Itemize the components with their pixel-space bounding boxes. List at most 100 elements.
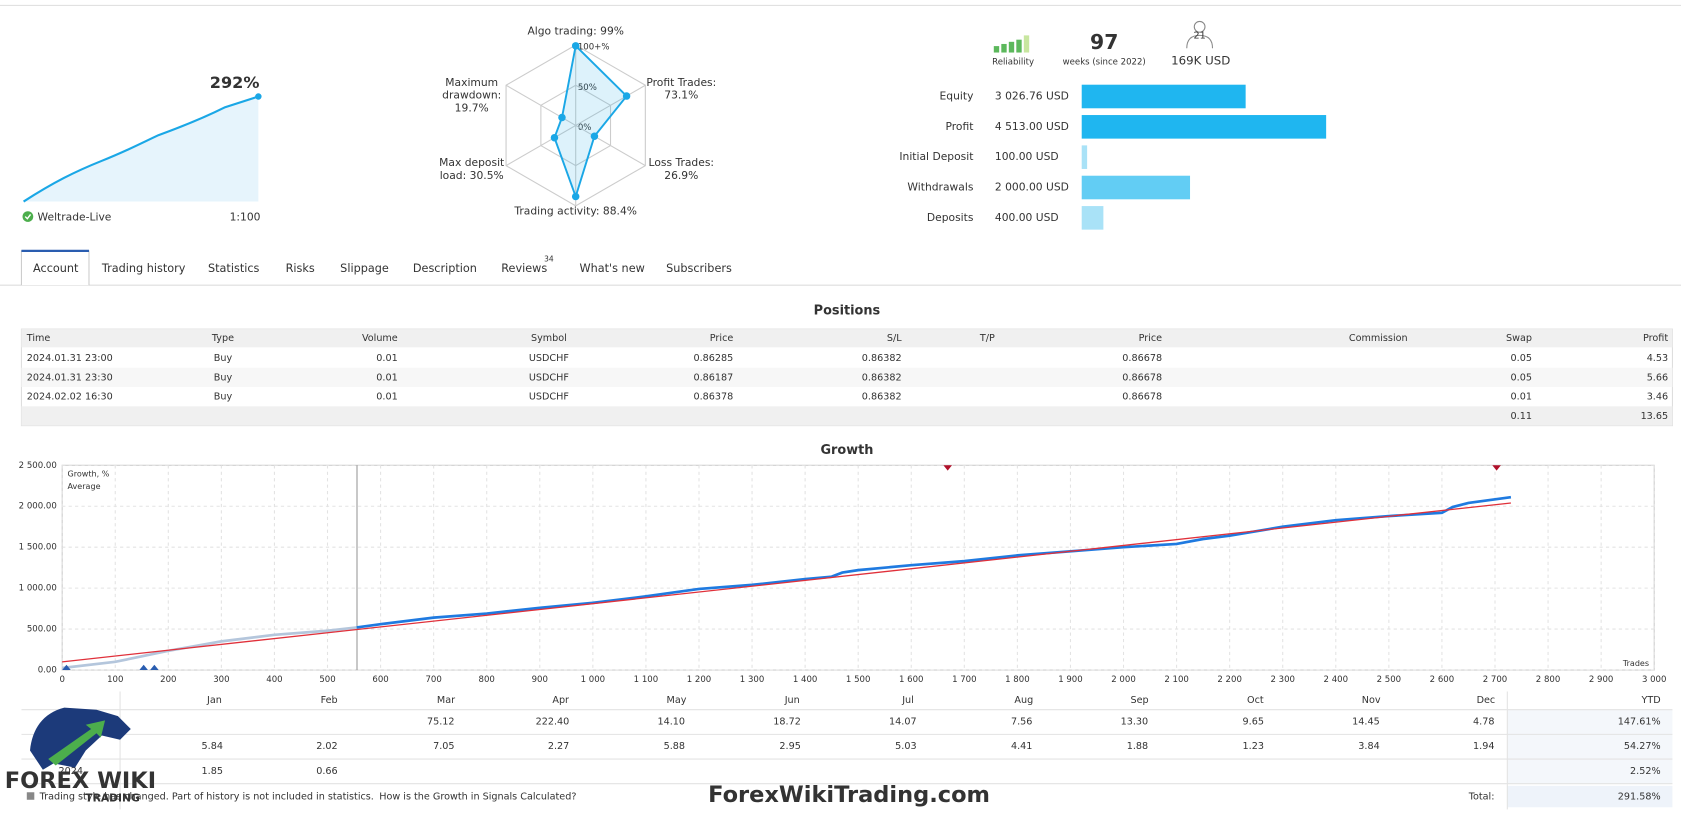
ytd-column-bg <box>1507 709 1673 784</box>
radar-label: Profit Trades:73.1% <box>646 77 717 102</box>
month-header: Jan <box>206 695 222 706</box>
account-name[interactable]: Weltrade-Live <box>38 211 112 224</box>
table-cell: USDCHF <box>529 372 569 383</box>
x-tick-label: 1 000 <box>581 675 606 685</box>
balance-value: 400.00 USD <box>995 211 1059 224</box>
table-cell: 0.86382 <box>862 392 902 403</box>
tab[interactable]: Slippage <box>340 262 389 275</box>
x-tick-label: 1 900 <box>1058 675 1083 685</box>
month-value: 1.94 <box>1473 741 1494 752</box>
radar-label-box: Trading activity: 88.4% <box>490 206 662 219</box>
logo-subtitle: TRADING <box>85 792 140 805</box>
month-header: Nov <box>1362 695 1381 706</box>
table-cell: 2024.02.02 16:30 <box>27 392 113 403</box>
tab[interactable]: Description <box>413 262 477 275</box>
table-row-bg <box>21 367 1673 388</box>
reliability-bar-icon <box>1023 35 1030 53</box>
radar-axis-name: Max deposit load: <box>439 157 505 183</box>
balance-bar <box>1081 175 1191 200</box>
month-value: 54.27% <box>1624 741 1661 752</box>
balance-label: Initial Deposit <box>899 150 973 163</box>
balance-label: Deposits <box>927 211 974 224</box>
reliability-bar-icon <box>1016 39 1022 53</box>
table-cell: 0.01 <box>376 353 397 364</box>
table-header: S/L <box>887 333 902 344</box>
tab[interactable]: What's new <box>579 262 644 275</box>
table-cell: 0.86285 <box>693 353 733 364</box>
year-label: 2024 <box>59 766 84 777</box>
x-tick-label: 2 800 <box>1536 675 1561 685</box>
growth-help-link[interactable]: How is the Growth in Signals Calculated? <box>379 792 576 803</box>
tab[interactable]: Statistics <box>208 262 260 275</box>
radar-axis-value: 99% <box>600 25 624 38</box>
balance-label: Withdrawals <box>907 181 973 194</box>
tab[interactable]: Account <box>33 262 79 275</box>
table-header: Swap <box>1506 333 1532 344</box>
table-cell: Buy <box>214 392 233 403</box>
x-axis-label: Trades <box>1622 659 1649 668</box>
balance-value: 100.00 USD <box>995 150 1059 163</box>
table-header-bg <box>21 329 1673 348</box>
legend-entry: Average <box>68 482 101 491</box>
radar-label-box: Max deposit load: 30.5% <box>429 158 515 184</box>
radar-point <box>571 42 580 50</box>
mini-growth-dot <box>255 93 262 100</box>
month-value: 5.03 <box>895 741 916 752</box>
radar-point <box>550 133 559 142</box>
x-tick-label: 1 700 <box>952 675 977 685</box>
tab[interactable]: Risks <box>286 262 315 275</box>
radar-axis-name: Maximum drawdown: <box>442 77 502 102</box>
x-tick-label: 500 <box>319 675 335 685</box>
month-header: Apr <box>552 695 569 706</box>
table-cell: 0.01 <box>1511 392 1532 403</box>
balance-value: 4 513.00 USD <box>995 120 1069 133</box>
people-icon <box>1193 20 1206 33</box>
table-cell: 0.86187 <box>693 372 733 383</box>
table-cell: 0.86382 <box>862 372 902 383</box>
table-cell: 3.46 <box>1647 392 1668 403</box>
month-value: 4.41 <box>1011 741 1032 752</box>
total-profit: 13.65 <box>1641 411 1669 422</box>
verified-check <box>24 214 32 220</box>
tab[interactable]: Trading history <box>101 262 186 275</box>
x-tick-label: 400 <box>266 675 282 685</box>
reviews-badge: 34 <box>544 254 554 263</box>
tab[interactable]: Reviews <box>501 262 547 275</box>
table-total-bg <box>21 406 1673 426</box>
table-cell: 0.01 <box>376 372 397 383</box>
x-tick-label: 900 <box>532 675 548 685</box>
y-tick-label: 1 500.00 <box>19 543 57 553</box>
mini-growth-line <box>23 95 259 203</box>
x-tick-label: 1 800 <box>1005 675 1030 685</box>
x-tick-label: 2 600 <box>1430 675 1455 685</box>
month-value: 14.07 <box>889 717 917 728</box>
radar-axis-name: Profit Trades: <box>646 77 717 89</box>
table-cell: 2024.01.31 23:30 <box>27 372 113 383</box>
reliability-label: Reliability <box>992 58 1034 68</box>
x-tick-label: 2 200 <box>1217 675 1242 685</box>
x-tick-label: 2 900 <box>1589 675 1614 685</box>
weeks-label: weeks (since 2022) <box>1063 58 1146 68</box>
growth-line <box>62 626 357 670</box>
balance-bar <box>1081 84 1246 109</box>
balance-bar <box>1081 206 1104 230</box>
month-header: Jun <box>784 695 800 706</box>
radar-axis-value: 88.4% <box>602 205 637 218</box>
table-header: Type <box>211 333 234 344</box>
tab[interactable]: Subscribers <box>666 262 732 275</box>
radar-tick-label: 0% <box>578 123 592 133</box>
month-value: 1.23 <box>1243 741 1264 752</box>
x-tick-label: 600 <box>372 675 388 685</box>
x-tick-label: 0 <box>59 675 64 685</box>
radar-axis-name: Loss Trades: <box>648 157 715 170</box>
x-tick-label: 100 <box>107 675 123 685</box>
logo-text: FOREX WIKI <box>5 768 156 794</box>
month-header: Jul <box>901 695 914 706</box>
x-tick-label: 1 600 <box>899 675 924 685</box>
month-value: 4.78 <box>1473 717 1494 728</box>
event-marker <box>1492 465 1501 471</box>
table-cell: 0.86382 <box>862 353 902 364</box>
table-header: Time <box>26 333 51 344</box>
table-header: Symbol <box>531 333 567 344</box>
growth-line <box>356 495 1512 629</box>
